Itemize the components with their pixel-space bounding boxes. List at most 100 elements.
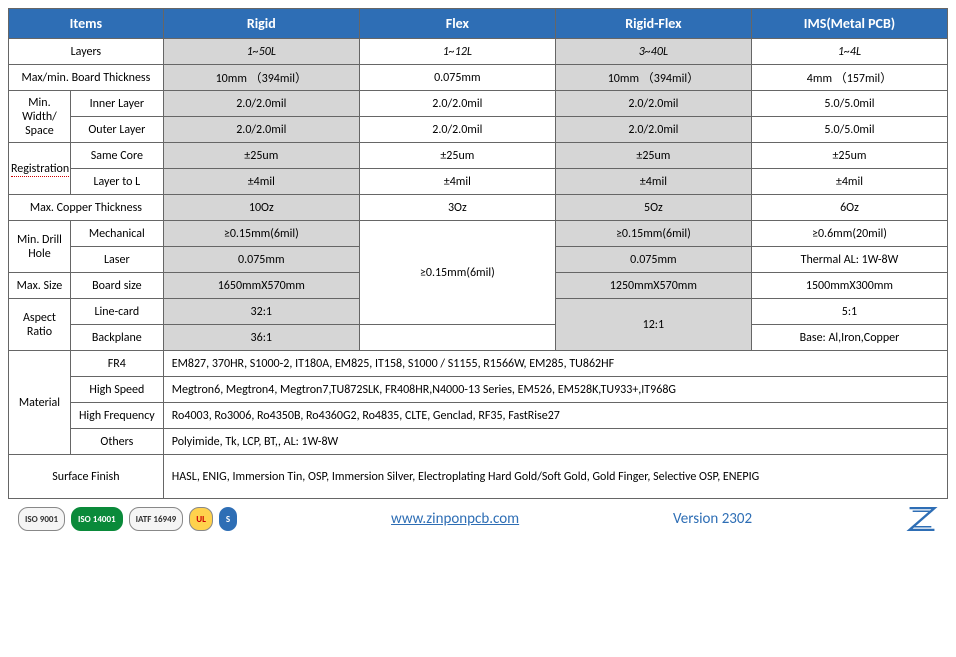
label-reg-group: Registration bbox=[9, 143, 71, 195]
row-surface: Surface Finish HASL, ENIG, Immersion Tin… bbox=[9, 455, 948, 499]
label-aspect-group: Aspect Ratio bbox=[9, 299, 71, 351]
row-mat-hs: High Speed Megtron6, Megtron4, Megtron7,… bbox=[9, 377, 948, 403]
cell-wsi-rigid: 2.0/2.0mil bbox=[163, 91, 359, 117]
label-mat-other: Others bbox=[70, 429, 163, 455]
cell-mat-fr4: EM827, 370HR, S1000-2, IT180A, EM825, IT… bbox=[163, 351, 947, 377]
cell-al-rigid: 32:1 bbox=[163, 299, 359, 325]
label-layers: Layers bbox=[9, 39, 164, 65]
cell-layers-flex: 1~12L bbox=[359, 39, 555, 65]
cell-dl-rigidflex: 0.075mm bbox=[555, 247, 751, 273]
badge-iso9001: ISO 9001 bbox=[18, 507, 65, 531]
cell-wsi-ims: 5.0/5.0mil bbox=[751, 91, 947, 117]
cell-ab-rigid: 36:1 bbox=[163, 325, 359, 351]
badge-s: S bbox=[219, 507, 237, 531]
cell-wso-rigid: 2.0/2.0mil bbox=[163, 117, 359, 143]
row-reg-samecore: Registration Same Core ±25um ±25um ±25um… bbox=[9, 143, 948, 169]
cell-ab-flex bbox=[359, 325, 555, 351]
label-aspect-linecard: Line-card bbox=[70, 299, 163, 325]
header-items: Items bbox=[9, 9, 164, 39]
cell-al-rigidflex: 12:1 bbox=[555, 299, 751, 351]
header-ims: IMS(Metal PCB) bbox=[751, 9, 947, 39]
label-maxsize-group: Max. Size bbox=[9, 273, 71, 299]
cell-rsc-ims: ±25um bbox=[751, 143, 947, 169]
cell-dl-ims: Thermal AL: 1W-8W bbox=[751, 247, 947, 273]
header-flex: Flex bbox=[359, 9, 555, 39]
cell-ms-rigidflex: 1250mmX570mm bbox=[555, 273, 751, 299]
cell-dm-rigid: ≥0.15mm(6mil) bbox=[163, 221, 359, 247]
row-mat-fr4: Material FR4 EM827, 370HR, S1000-2, IT18… bbox=[9, 351, 948, 377]
label-ws-outer: Outer Layer bbox=[70, 117, 163, 143]
cell-thk-rigidflex: 10mm （394mil） bbox=[555, 65, 751, 91]
cell-cu-rigid: 10Oz bbox=[163, 195, 359, 221]
footer-url[interactable]: www.zinponpcb.com bbox=[391, 510, 519, 528]
cell-rll-rigid: ±4mil bbox=[163, 169, 359, 195]
label-reg-samecore: Same Core bbox=[70, 143, 163, 169]
label-drill-mech: Mechanical bbox=[70, 221, 163, 247]
cell-thk-flex: 0.075mm bbox=[359, 65, 555, 91]
cell-mat-other: Polyimide, Tk, LCP, BT,, AL: 1W-8W bbox=[163, 429, 947, 455]
row-ws-inner: Min. Width/ Space Inner Layer 2.0/2.0mil… bbox=[9, 91, 948, 117]
cert-badges: ISO 9001 ISO 14001 IATF 16949 UL S bbox=[18, 507, 237, 531]
cell-wso-ims: 5.0/5.0mil bbox=[751, 117, 947, 143]
cell-wsi-flex: 2.0/2.0mil bbox=[359, 91, 555, 117]
header-rigid: Rigid bbox=[163, 9, 359, 39]
label-copper: Max. Copper Thickness bbox=[9, 195, 164, 221]
header-rigidflex: Rigid-Flex bbox=[555, 9, 751, 39]
row-layers: Layers 1~50L 1~12L 3~40L 1~4L bbox=[9, 39, 948, 65]
cell-thk-ims: 4mm （157mil） bbox=[751, 65, 947, 91]
label-mat-group: Material bbox=[9, 351, 71, 455]
cell-al-ims: 5:1 bbox=[751, 299, 947, 325]
row-ws-outer: Outer Layer 2.0/2.0mil 2.0/2.0mil 2.0/2.… bbox=[9, 117, 948, 143]
label-aspect-backplane: Backplane bbox=[70, 325, 163, 351]
row-aspect-backplane: Backplane 36:1 Base: Al,Iron,Copper bbox=[9, 325, 948, 351]
cell-mat-hs: Megtron6, Megtron4, Megtron7,TU872SLK, F… bbox=[163, 377, 947, 403]
cell-rll-rigidflex: ±4mil bbox=[555, 169, 751, 195]
cell-cu-ims: 6Oz bbox=[751, 195, 947, 221]
label-ws-inner: Inner Layer bbox=[70, 91, 163, 117]
cell-wso-flex: 2.0/2.0mil bbox=[359, 117, 555, 143]
label-ws-group: Min. Width/ Space bbox=[9, 91, 71, 143]
row-copper: Max. Copper Thickness 10Oz 3Oz 5Oz 6Oz bbox=[9, 195, 948, 221]
cell-wso-rigidflex: 2.0/2.0mil bbox=[555, 117, 751, 143]
footer-version: Version 2302 bbox=[673, 510, 752, 528]
row-thickness: Max/min. Board Thickness 10mm （394mil） 0… bbox=[9, 65, 948, 91]
label-mat-hf: High Frequency bbox=[70, 403, 163, 429]
label-surface: Surface Finish bbox=[9, 455, 164, 499]
cell-ms-ims: 1500mmX300mm bbox=[751, 273, 947, 299]
label-drill-laser: Laser bbox=[70, 247, 163, 273]
label-mat-hs: High Speed bbox=[70, 377, 163, 403]
cell-ab-ims: Base: Al,Iron,Copper bbox=[751, 325, 947, 351]
cell-layers-ims: 1~4L bbox=[751, 39, 947, 65]
badge-ul: UL bbox=[189, 507, 213, 531]
capability-table: Items Rigid Flex Rigid-Flex IMS(Metal PC… bbox=[8, 8, 948, 499]
row-mat-hf: High Frequency Ro4003, Ro3006, Ro4350B, … bbox=[9, 403, 948, 429]
cell-dm-ims: ≥0.6mm(20mil) bbox=[751, 221, 947, 247]
cell-layers-rigid: 1~50L bbox=[163, 39, 359, 65]
cell-surface: HASL, ENIG, Immersion Tin, OSP, Immersio… bbox=[163, 455, 947, 499]
label-mat-fr4: FR4 bbox=[70, 351, 163, 377]
cell-thk-rigid: 10mm （394mil） bbox=[163, 65, 359, 91]
cell-dl-rigid: 0.075mm bbox=[163, 247, 359, 273]
cell-rsc-rigidflex: ±25um bbox=[555, 143, 751, 169]
cell-cu-flex: 3Oz bbox=[359, 195, 555, 221]
cell-cu-rigidflex: 5Oz bbox=[555, 195, 751, 221]
row-mat-other: Others Polyimide, Tk, LCP, BT,, AL: 1W-8… bbox=[9, 429, 948, 455]
footer: ISO 9001 ISO 14001 IATF 16949 UL S www.z… bbox=[8, 499, 948, 533]
cell-mat-hf: Ro4003, Ro3006, Ro4350B, Ro4360G2, Ro483… bbox=[163, 403, 947, 429]
badge-iso14001: ISO 14001 bbox=[71, 507, 123, 531]
label-thickness: Max/min. Board Thickness bbox=[9, 65, 164, 91]
company-logo-icon bbox=[906, 505, 938, 533]
cell-wsi-rigidflex: 2.0/2.0mil bbox=[555, 91, 751, 117]
cell-rll-flex: ±4mil bbox=[359, 169, 555, 195]
cell-layers-rigidflex: 3~40L bbox=[555, 39, 751, 65]
cell-rsc-flex: ±25um bbox=[359, 143, 555, 169]
cell-ms-rigid: 1650mmX570mm bbox=[163, 273, 359, 299]
label-reg-layertol: Layer to L bbox=[70, 169, 163, 195]
row-reg-layertol: Layer to L ±4mil ±4mil ±4mil ±4mil bbox=[9, 169, 948, 195]
label-drill-group: Min. Drill Hole bbox=[9, 221, 71, 273]
label-maxsize-board: Board size bbox=[70, 273, 163, 299]
cell-rll-ims: ±4mil bbox=[751, 169, 947, 195]
badge-iatf: IATF 16949 bbox=[129, 507, 184, 531]
row-drill-mech: Min. Drill Hole Mechanical ≥0.15mm(6mil)… bbox=[9, 221, 948, 247]
cell-dm-rigidflex: ≥0.15mm(6mil) bbox=[555, 221, 751, 247]
